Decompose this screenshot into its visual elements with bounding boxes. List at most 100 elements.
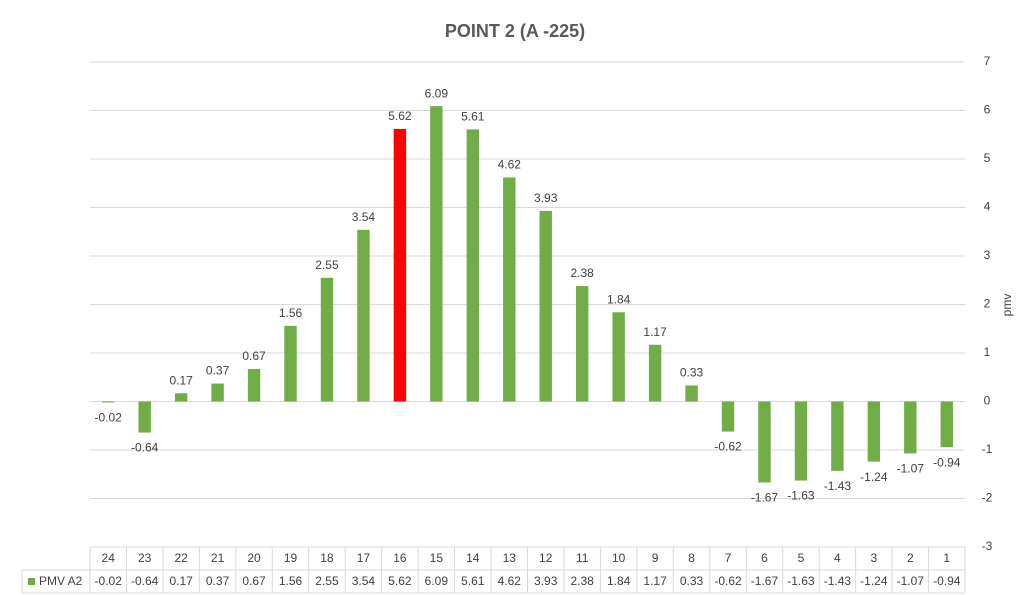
y-tick-label: 1: [984, 345, 991, 359]
data-label: -1.07: [897, 462, 925, 476]
bar: [138, 401, 151, 433]
data-label: -1.24: [860, 470, 888, 484]
table-value: 1.56: [279, 574, 303, 588]
data-label: 5.61: [461, 110, 485, 124]
y-tick-label: -1: [982, 442, 993, 456]
bar: [503, 177, 516, 402]
bar: [357, 229, 370, 402]
table-value: -1.24: [860, 574, 888, 588]
x-tick-label: 18: [320, 551, 334, 565]
table-value: -0.02: [95, 574, 123, 588]
x-tick-label: 22: [174, 551, 188, 565]
x-tick-label: 11: [576, 551, 589, 565]
x-tick-label: 17: [357, 551, 371, 565]
legend-swatch: [28, 578, 35, 585]
data-label: 0.67: [242, 349, 266, 363]
x-tick-label: 14: [466, 551, 480, 565]
x-tick-label: 1: [943, 551, 950, 565]
x-tick-label: 23: [138, 551, 152, 565]
data-label: -1.43: [824, 479, 852, 493]
y-axis-label: pmv: [1000, 294, 1014, 317]
table-value: -0.94: [933, 574, 961, 588]
x-tick-label: 19: [284, 551, 298, 565]
bar: [247, 369, 261, 402]
table-value: 5.61: [461, 574, 485, 588]
y-tick-label: 0: [984, 394, 991, 408]
table-value: -0.62: [714, 574, 742, 588]
bar: [539, 210, 552, 402]
y-tick-label: 6: [984, 103, 991, 117]
x-tick-label: 10: [612, 551, 626, 565]
bar: [430, 106, 443, 402]
bar: [102, 401, 115, 403]
table-value: -1.43: [824, 574, 852, 588]
x-tick-label: 15: [430, 551, 444, 565]
legend-label: PMV A2: [39, 574, 83, 588]
table-value: 6.09: [425, 574, 449, 588]
bar: [648, 344, 662, 402]
data-label: 4.62: [498, 158, 522, 172]
data-label: -0.64: [131, 441, 159, 455]
bar: [393, 128, 407, 402]
y-tick-label: 3: [984, 248, 991, 262]
data-label: 5.62: [388, 109, 412, 123]
data-label: 1.84: [607, 292, 631, 306]
data-label: 3.93: [534, 191, 558, 205]
bar: [575, 286, 589, 402]
table-value: -1.63: [787, 574, 815, 588]
bar: [174, 393, 188, 402]
x-tick-label: 16: [393, 551, 407, 565]
data-label: -0.94: [933, 455, 961, 469]
table-value: 4.62: [498, 574, 522, 588]
bar: [721, 401, 735, 432]
table-value: 2.38: [571, 574, 595, 588]
y-tick-label: 7: [984, 54, 991, 68]
table-value: 0.17: [169, 574, 193, 588]
table-value: 0.33: [680, 574, 704, 588]
bar: [685, 385, 698, 402]
table-value: 0.67: [242, 574, 266, 588]
data-label: -0.62: [714, 440, 742, 454]
data-label: 2.38: [571, 266, 595, 280]
y-tick-label: -3: [982, 539, 993, 553]
chart-title: POINT 2 (A -225): [445, 21, 585, 41]
data-label: 6.09: [425, 86, 449, 100]
table-value: 1.84: [607, 574, 631, 588]
data-label: 0.33: [680, 366, 704, 380]
bar: [320, 277, 334, 402]
x-tick-label: 6: [761, 551, 768, 565]
table-value: -1.07: [897, 574, 925, 588]
x-tick-label: 5: [798, 551, 805, 565]
x-tick-label: 7: [725, 551, 732, 565]
table-value: 3.54: [352, 574, 376, 588]
x-tick-label: 21: [211, 551, 225, 565]
y-tick-label: 5: [984, 151, 991, 165]
x-tick-label: 8: [688, 551, 695, 565]
data-label: 3.54: [352, 210, 376, 224]
table-value: -1.67: [751, 574, 779, 588]
table-value: 0.37: [206, 574, 230, 588]
table-value: 5.62: [388, 574, 412, 588]
bar: [831, 401, 844, 471]
bar: [940, 401, 953, 448]
data-label: -1.63: [787, 489, 815, 503]
data-label: 1.56: [279, 306, 303, 320]
bar: [211, 383, 224, 402]
bar: [904, 401, 917, 454]
data-label: 1.17: [643, 325, 667, 339]
bar: [466, 129, 480, 402]
data-label: 2.55: [315, 258, 339, 272]
x-tick-label: 13: [503, 551, 517, 565]
bar: [794, 401, 808, 481]
x-tick-label: 20: [247, 551, 261, 565]
y-tick-label: -2: [982, 491, 993, 505]
x-tick-label: 4: [834, 551, 841, 565]
y-tick-label: 2: [984, 297, 991, 311]
bar: [612, 312, 625, 402]
table-value: 1.17: [643, 574, 667, 588]
y-tick-label: 4: [984, 200, 991, 214]
data-label: 0.37: [206, 364, 230, 378]
data-label: -0.02: [95, 411, 123, 425]
bar: [867, 401, 881, 462]
